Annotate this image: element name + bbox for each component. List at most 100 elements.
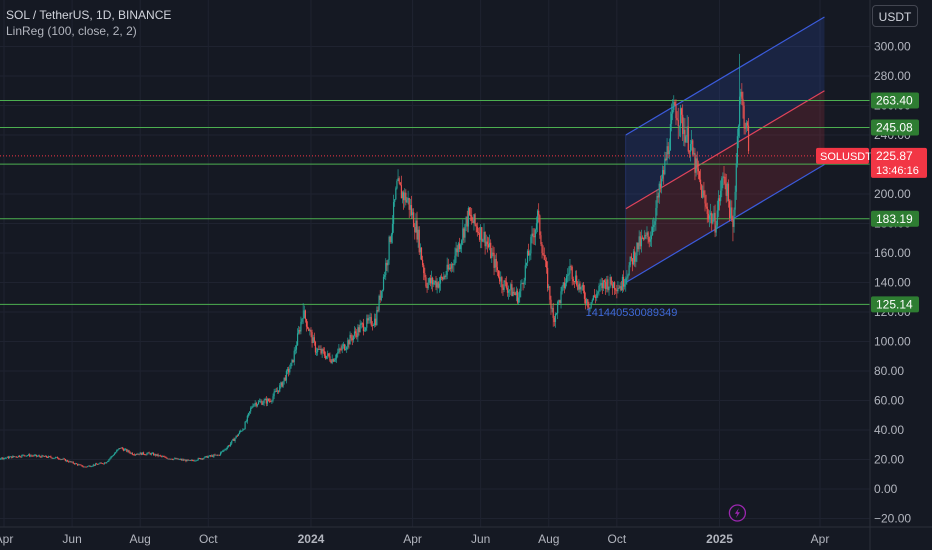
candle-body [148, 452, 150, 454]
candle [8, 455, 11, 459]
candle-body [358, 327, 360, 333]
time-tick-label: Aug [130, 532, 151, 546]
candle [516, 288, 519, 304]
candle [60, 458, 62, 461]
candle-body [128, 450, 130, 453]
candle [717, 190, 720, 218]
candle-body [487, 244, 490, 247]
candle [107, 460, 109, 463]
candle [743, 101, 745, 135]
candle-body [647, 232, 649, 238]
candle-body [722, 176, 724, 179]
candle [674, 99, 676, 106]
currency-button[interactable]: USDT [872, 5, 918, 27]
candle-body [684, 129, 686, 143]
candle-body [246, 415, 248, 422]
candle [455, 241, 457, 263]
candle [548, 284, 550, 291]
candle-body [533, 235, 535, 238]
candle-body [715, 225, 717, 233]
candle [73, 462, 75, 465]
candle [410, 195, 413, 219]
candle-body [117, 449, 119, 451]
candle-body [112, 455, 114, 456]
candle-body [159, 455, 161, 457]
candle-body [539, 215, 541, 236]
candle-body [639, 236, 641, 247]
candle [273, 388, 275, 400]
candle-body [598, 285, 600, 292]
candle-body [170, 458, 173, 460]
candle-body [626, 277, 628, 279]
candle [626, 270, 628, 285]
candle-body [705, 203, 707, 207]
candle-body [145, 454, 147, 456]
candle [186, 459, 188, 462]
candle [110, 455, 112, 459]
candle [152, 452, 155, 456]
candle-body [134, 454, 136, 456]
candle-body [295, 345, 298, 350]
candle-body [346, 347, 348, 349]
candle-body [38, 455, 40, 457]
candle-body [72, 461, 74, 464]
candle [69, 460, 71, 463]
candle-body [589, 307, 591, 309]
candle-body [649, 239, 651, 242]
candle [65, 459, 68, 463]
candle [340, 344, 342, 352]
candle [20, 455, 22, 458]
candle-body [313, 337, 315, 342]
candle [636, 242, 638, 263]
candle [420, 247, 423, 261]
candle-body [716, 210, 718, 226]
candle-body [409, 205, 411, 210]
price-tick-label: 20.00 [874, 453, 904, 467]
candle [607, 275, 609, 293]
candle [616, 284, 618, 299]
candle [6, 456, 8, 458]
candle-body [611, 284, 613, 289]
candle-body [273, 391, 275, 397]
candle-body [515, 290, 517, 295]
candle [246, 414, 248, 424]
candle-body [631, 258, 634, 265]
candle [71, 461, 73, 463]
price-tick-label: 160.00 [874, 246, 911, 260]
candle [490, 239, 492, 259]
candle-body [573, 281, 576, 282]
candle [549, 285, 551, 305]
candle-body [366, 318, 368, 328]
candle [561, 285, 563, 295]
candle-body [341, 346, 343, 350]
candle-body [235, 435, 237, 439]
candle [72, 461, 74, 464]
candle [216, 454, 218, 457]
candle-body [70, 461, 72, 463]
candle [406, 197, 408, 204]
candle-body [591, 299, 593, 303]
candle [337, 348, 339, 358]
candle-body [200, 458, 203, 460]
candle [718, 194, 721, 211]
candle [429, 274, 432, 287]
candle [313, 332, 315, 346]
candle [702, 185, 704, 199]
candle-body [654, 221, 656, 225]
candle-body [34, 454, 36, 456]
level-price-tag: 125.14 [871, 296, 919, 313]
candle [615, 287, 617, 295]
candle-body [523, 280, 525, 285]
candle-body [241, 430, 243, 432]
candle-body [464, 224, 466, 238]
indicator-label[interactable]: LinReg (100, close, 2, 2) [6, 24, 137, 38]
candle [569, 258, 571, 281]
candle-body [697, 168, 699, 172]
candle-body [96, 463, 98, 465]
candle [531, 225, 533, 244]
candle-body [703, 190, 705, 196]
candle-body [423, 265, 425, 274]
candle [540, 231, 542, 247]
candle [339, 347, 341, 354]
